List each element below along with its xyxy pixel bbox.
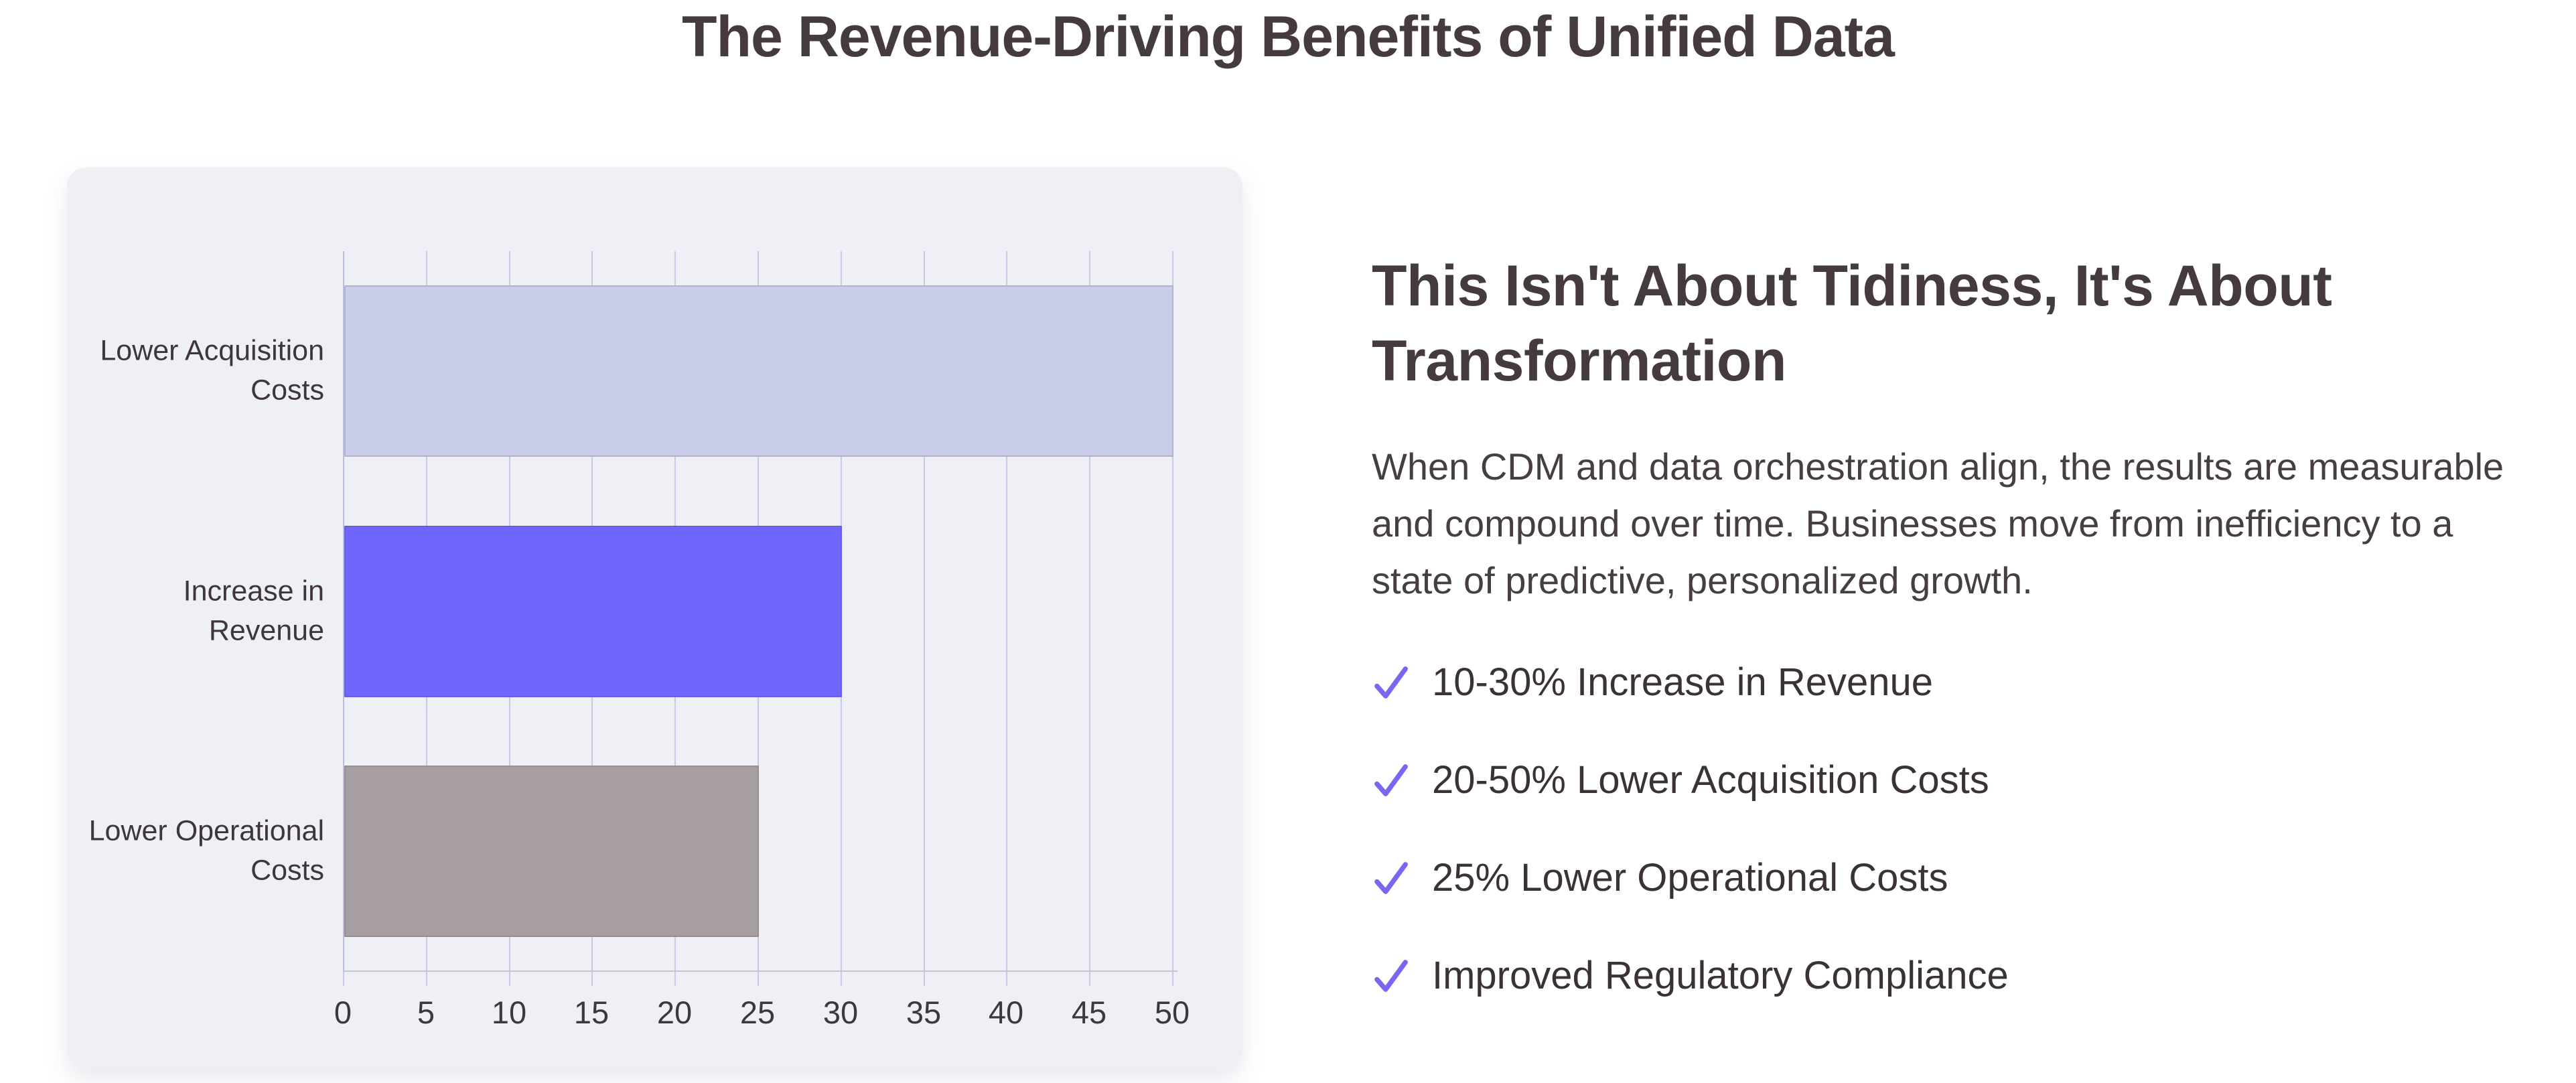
category-label: Lower Acquisition Costs: [100, 334, 324, 407]
check-item-label: 20-50% Lower Acquisition Costs: [1432, 758, 1989, 802]
x-tick-mark: [1006, 971, 1007, 986]
gridline: [924, 251, 925, 971]
x-tick-mark: [924, 971, 925, 986]
gridline: [1172, 251, 1173, 971]
x-tick-label: 20: [656, 995, 693, 1030]
x-tick-label: 45: [1071, 995, 1107, 1030]
check-item-label: Improved Regulatory Compliance: [1432, 954, 2009, 998]
x-tick-mark: [674, 971, 676, 986]
x-tick-label: 5: [417, 995, 435, 1030]
bar-lower-operational-costs: [344, 766, 759, 937]
check-item: 25% Lower Operational Costs: [1372, 855, 2576, 901]
checkmark-icon: [1374, 861, 1408, 894]
x-axis-line: [343, 970, 1177, 972]
gridline: [1089, 251, 1090, 971]
checkmark-icon: [1374, 666, 1408, 699]
checklist: 10-30% Increase in Revenue 20-50% Lower A…: [1372, 659, 2576, 999]
checkmark-icon: [1374, 959, 1408, 992]
x-tick-mark: [1089, 971, 1090, 986]
y-axis-line: [343, 251, 344, 971]
checkmark-icon: [1374, 764, 1408, 796]
x-tick-mark: [841, 971, 842, 986]
category-label: Lower Operational Costs: [88, 814, 324, 887]
x-tick-label: 0: [334, 995, 352, 1030]
plot-area: 0 5 10 15 20 25 30 35 40 45 50 Lower Acquisition Co…: [89, 251, 1190, 1030]
x-tick-mark: [509, 971, 510, 986]
x-tick-mark: [1172, 971, 1173, 986]
check-item: 20-50% Lower Acquisition Costs: [1372, 757, 2576, 804]
x-tick-label: 35: [906, 995, 942, 1030]
x-tick-label: 50: [1154, 995, 1190, 1030]
x-tick-mark: [591, 971, 593, 986]
x-tick-label: 10: [491, 995, 527, 1030]
bar-lower-acquisition-costs: [344, 285, 1173, 457]
gridline: [1006, 251, 1007, 971]
check-item-label: 10-30% Increase in Revenue: [1432, 660, 1934, 705]
x-tick-label: 30: [822, 995, 859, 1030]
x-tick-mark: [426, 971, 427, 986]
bar-increase-in-revenue: [344, 526, 842, 697]
check-item: Improved Regulatory Compliance: [1372, 952, 2576, 999]
x-tick-mark: [758, 971, 759, 986]
content-column: This Isn't About Tidiness, It's About Tr…: [1372, 249, 2576, 1050]
content-heading: This Isn't About Tidiness, It's About Tr…: [1372, 254, 2332, 393]
x-tick-label: 25: [739, 995, 776, 1030]
x-tick-label: 15: [573, 995, 610, 1030]
page-title: The Revenue-Driving Benefits of Unified …: [681, 5, 1895, 69]
x-tick-label: 40: [988, 995, 1024, 1030]
x-tick-mark: [343, 971, 344, 986]
check-item: 10-30% Increase in Revenue: [1372, 659, 2576, 706]
check-item-label: 25% Lower Operational Costs: [1432, 856, 1948, 900]
chart-card: 0 5 10 15 20 25 30 35 40 45 50 Lower Acquisition Co…: [67, 167, 1242, 1068]
category-label: Increase in Revenue: [183, 575, 324, 647]
content-paragraph: When CDM and data orchestration align, t…: [1372, 445, 2504, 601]
